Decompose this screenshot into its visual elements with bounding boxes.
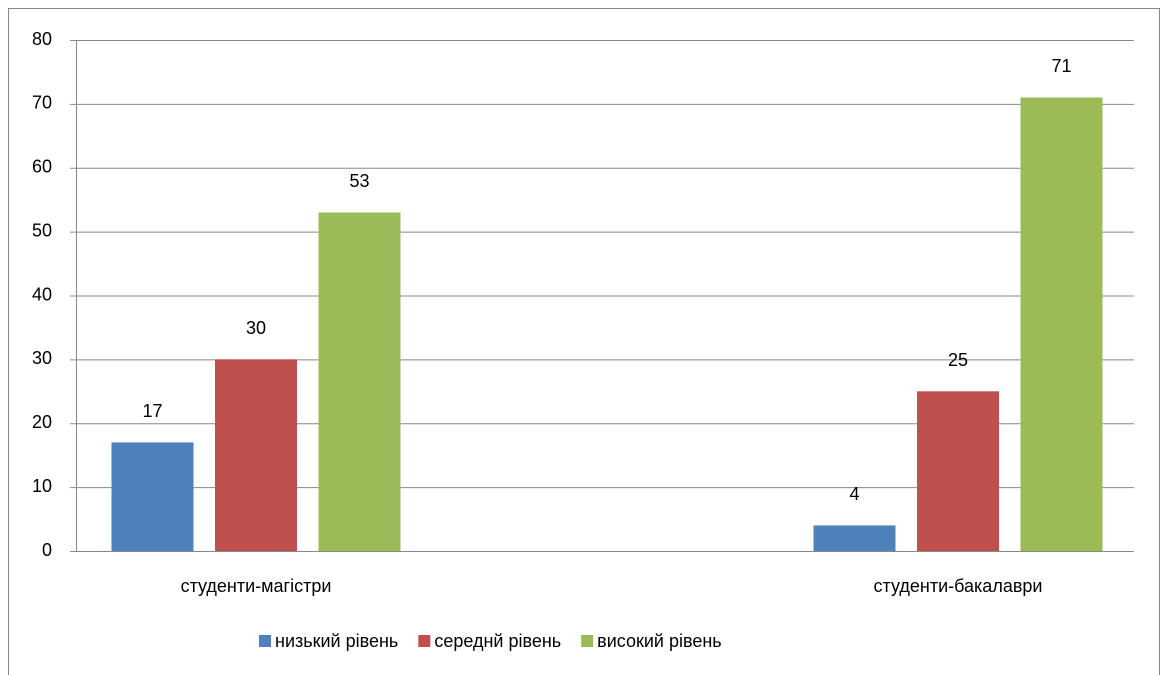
y-tick-label: 50 [32, 220, 52, 240]
bar [917, 391, 999, 551]
y-tick-label: 60 [32, 157, 52, 177]
y-tick-label: 80 [32, 29, 52, 49]
bar [1020, 97, 1103, 552]
legend-swatch [418, 635, 431, 647]
legend-label: низький рівень [275, 631, 398, 651]
y-tick-label: 0 [42, 540, 52, 560]
data-label: 17 [142, 401, 162, 421]
y-tick-label: 30 [32, 348, 52, 368]
bar [318, 212, 401, 551]
data-label: 4 [849, 484, 859, 504]
bar [215, 359, 297, 551]
y-tick-label: 20 [32, 412, 52, 432]
y-tick-label: 70 [32, 93, 52, 113]
legend-swatch [581, 635, 594, 647]
data-label: 53 [349, 171, 369, 191]
x-tick-label: студенти-бакалаври [874, 576, 1043, 596]
y-tick-label: 40 [32, 284, 52, 304]
y-tick-label: 10 [32, 476, 52, 496]
x-tick-label: студенти-магістри [181, 576, 332, 596]
legend-label: середнй рівень [434, 631, 561, 651]
data-label: 30 [246, 318, 266, 338]
bar [111, 442, 194, 551]
data-label: 71 [1051, 56, 1071, 76]
data-label: 25 [948, 350, 968, 370]
legend-swatch [259, 635, 271, 647]
bar [813, 525, 896, 551]
chart-frame [8, 8, 1160, 675]
legend-label: високий рівень [597, 631, 722, 651]
